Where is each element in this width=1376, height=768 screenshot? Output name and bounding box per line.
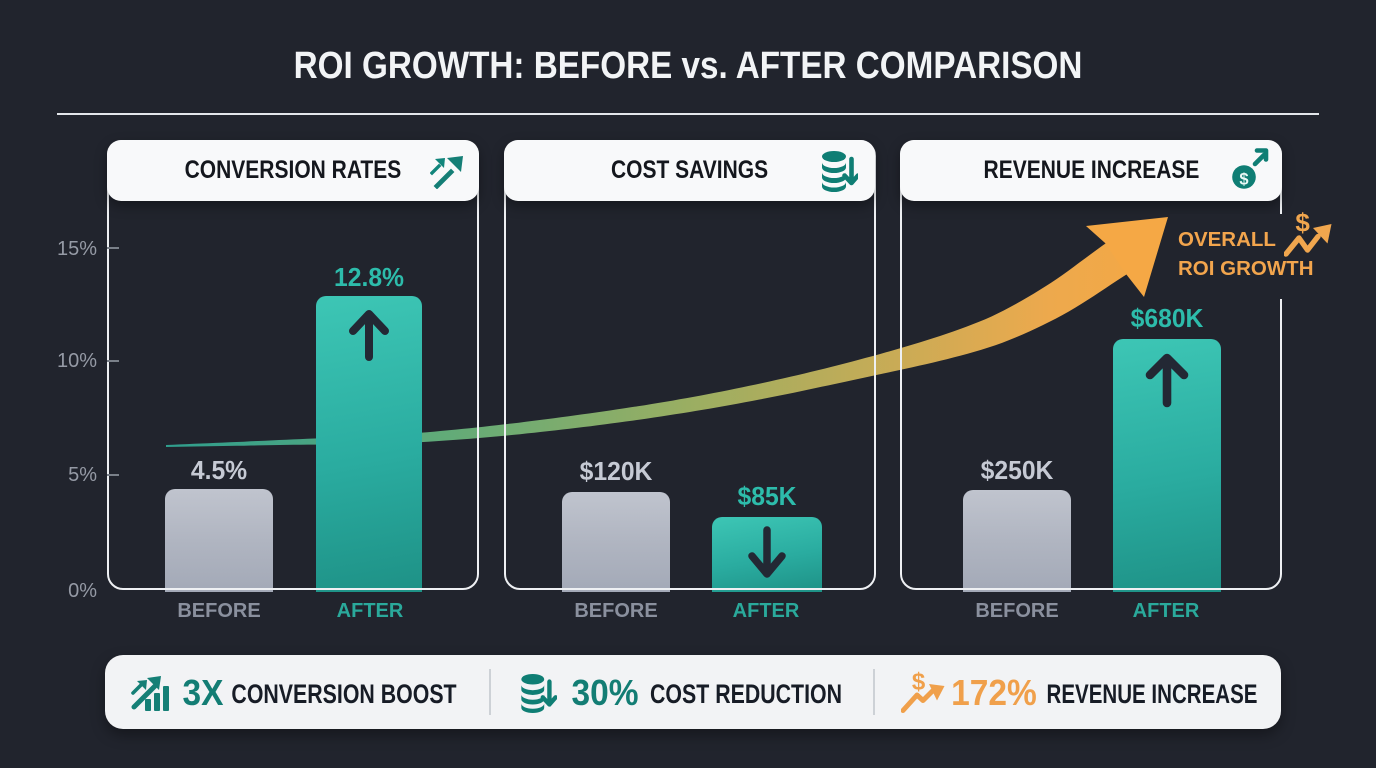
svg-text:$: $ [1295, 208, 1310, 238]
svg-text:$: $ [1239, 171, 1248, 189]
svg-text:$: $ [912, 669, 926, 696]
